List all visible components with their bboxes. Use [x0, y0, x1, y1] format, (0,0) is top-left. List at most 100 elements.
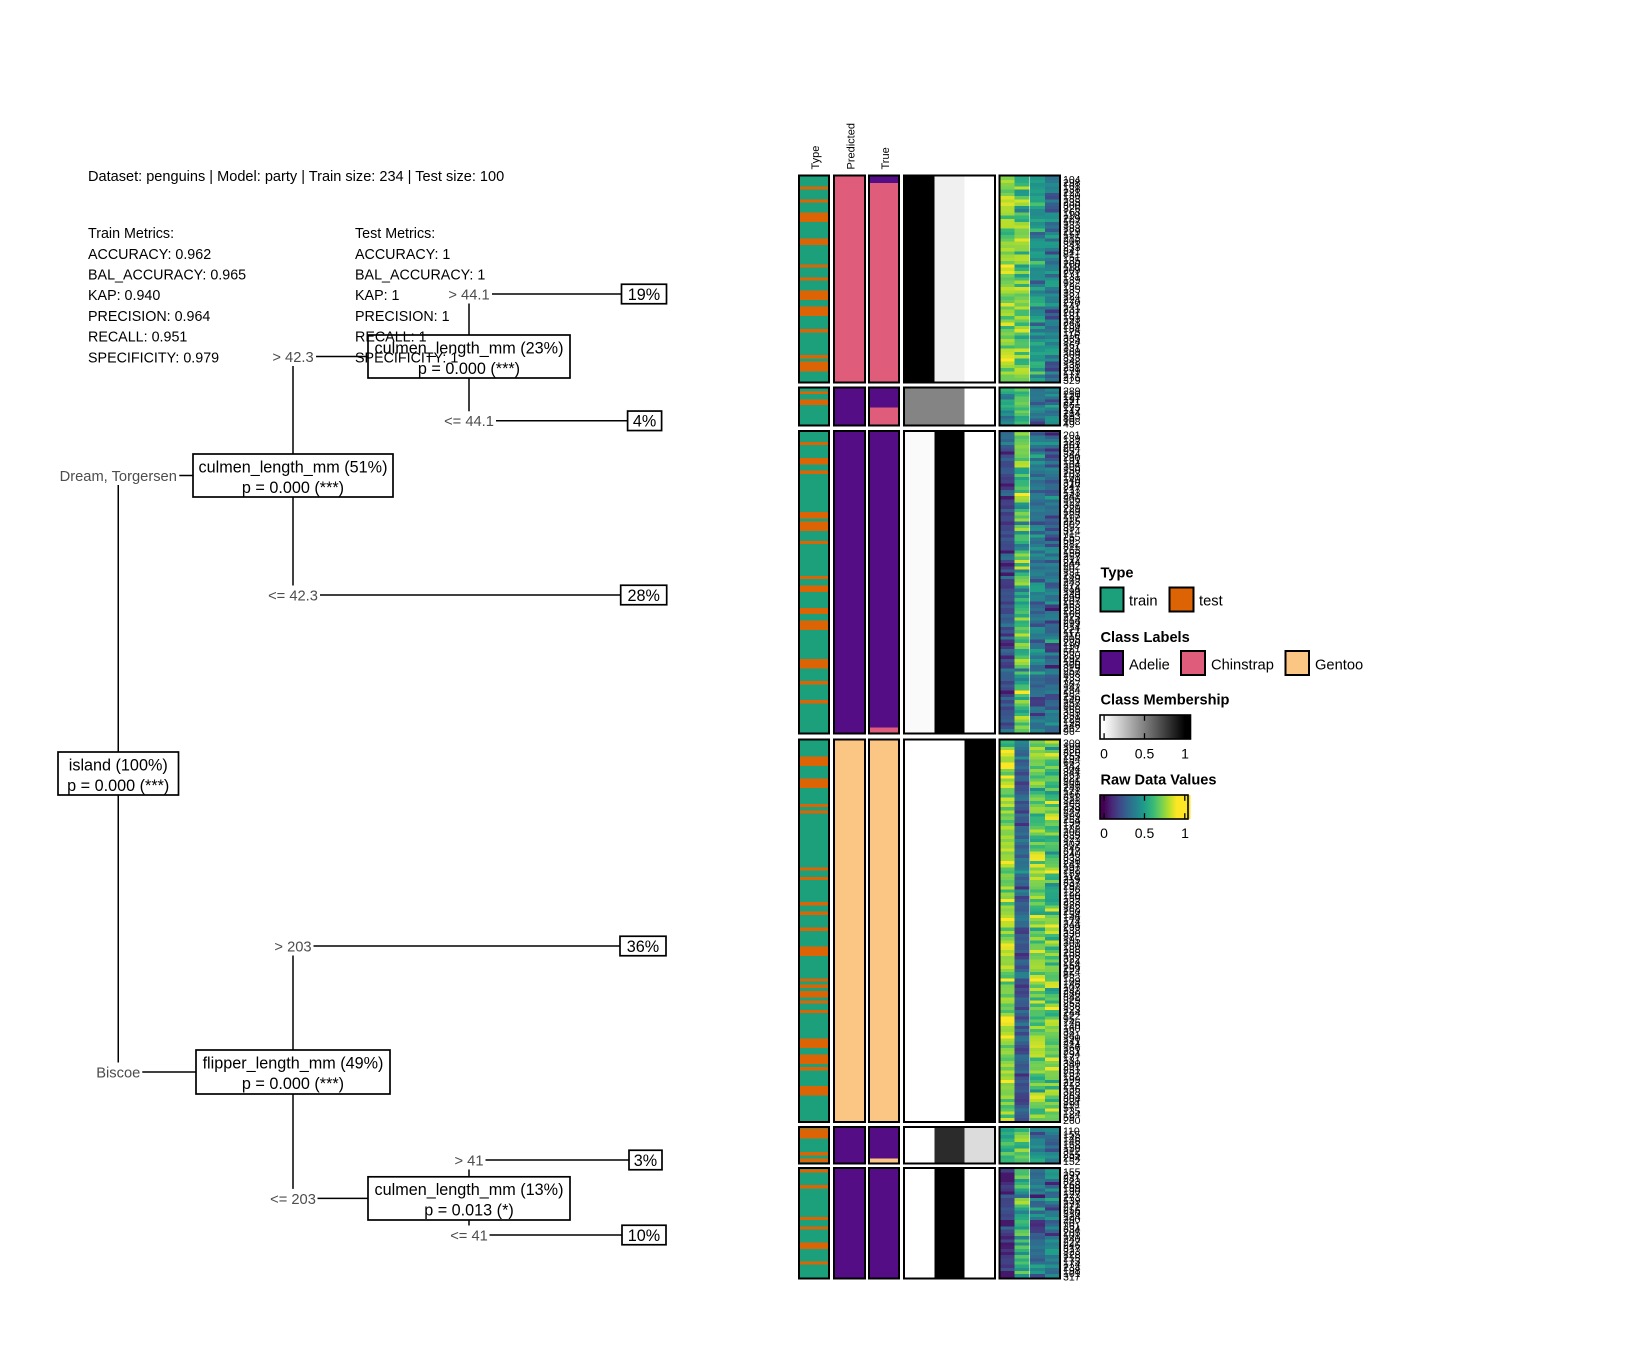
- svg-text:culmen_length_mm (51%): culmen_length_mm (51%): [199, 458, 388, 476]
- svg-text:342: 342: [1063, 356, 1081, 368]
- svg-text:80: 80: [1063, 413, 1075, 425]
- svg-text:304: 304: [1063, 763, 1081, 775]
- svg-text:139: 139: [1063, 433, 1081, 445]
- svg-text:212: 212: [1063, 1080, 1081, 1092]
- svg-text:124: 124: [1063, 1109, 1081, 1121]
- svg-text:270: 270: [1063, 297, 1081, 309]
- svg-text:244: 244: [1063, 557, 1081, 569]
- svg-text:233: 233: [1063, 509, 1081, 521]
- svg-text:1: 1: [1181, 745, 1189, 761]
- svg-text:341: 341: [1063, 1029, 1081, 1041]
- svg-text:81: 81: [1063, 249, 1075, 261]
- svg-text:329: 329: [1063, 375, 1081, 387]
- svg-text:114: 114: [1063, 871, 1080, 883]
- svg-text:294: 294: [1063, 1048, 1081, 1060]
- svg-text:131: 131: [1063, 271, 1081, 283]
- svg-text:263: 263: [1063, 544, 1081, 556]
- svg-text:test: test: [1199, 594, 1223, 610]
- svg-text:train: train: [1129, 594, 1158, 610]
- svg-text:133: 133: [1063, 487, 1081, 499]
- svg-text:246: 246: [1063, 1240, 1081, 1252]
- svg-text:262: 262: [1063, 723, 1081, 735]
- svg-text:104: 104: [1063, 458, 1081, 470]
- svg-text:183: 183: [1063, 193, 1081, 205]
- svg-text:335: 335: [1063, 707, 1081, 719]
- svg-text:159: 159: [1063, 817, 1081, 829]
- svg-text:49: 49: [1063, 419, 1075, 431]
- svg-text:333: 333: [1063, 219, 1081, 231]
- svg-text:163: 163: [1063, 599, 1081, 611]
- svg-text:194: 194: [1063, 754, 1081, 766]
- svg-text:260: 260: [1063, 1115, 1081, 1127]
- svg-text:197: 197: [1063, 394, 1081, 406]
- svg-text:<= 203: <= 203: [270, 1192, 316, 1208]
- svg-text:341: 341: [1063, 239, 1081, 251]
- svg-text:p = 0.013 (*): p = 0.013 (*): [424, 1202, 514, 1220]
- svg-text:59: 59: [1063, 535, 1075, 547]
- svg-text:255: 255: [1063, 750, 1081, 762]
- svg-text:233: 233: [1063, 242, 1081, 254]
- svg-text:300: 300: [1063, 659, 1081, 671]
- svg-text:110: 110: [1063, 640, 1080, 652]
- svg-text:306: 306: [1063, 236, 1081, 248]
- svg-text:309: 309: [1063, 349, 1081, 361]
- svg-text:250: 250: [1063, 906, 1081, 918]
- svg-text:<= 44.1: <= 44.1: [444, 414, 494, 430]
- svg-text:314: 314: [1063, 583, 1081, 595]
- svg-text:Dataset: penguins | Model: par: Dataset: penguins | Model: party | Train…: [88, 169, 504, 185]
- svg-text:119: 119: [1063, 1099, 1080, 1111]
- svg-text:culmen_length_mm (13%): culmen_length_mm (13%): [375, 1181, 564, 1199]
- svg-text:311: 311: [1063, 792, 1080, 804]
- svg-text:240: 240: [1063, 589, 1081, 601]
- svg-text:198: 198: [1063, 884, 1081, 896]
- svg-text:92: 92: [1063, 278, 1075, 290]
- svg-text:107: 107: [1063, 216, 1081, 228]
- svg-text:154: 154: [1063, 909, 1081, 921]
- svg-text:241: 241: [1063, 490, 1081, 502]
- svg-text:208: 208: [1063, 826, 1081, 838]
- svg-text:10%: 10%: [628, 1227, 660, 1245]
- svg-text:326: 326: [1063, 899, 1081, 911]
- svg-text:101: 101: [1063, 1230, 1081, 1242]
- svg-text:284: 284: [1063, 685, 1081, 697]
- svg-text:183: 183: [1063, 223, 1081, 235]
- svg-text:180: 180: [1063, 941, 1081, 953]
- svg-text:138: 138: [1063, 359, 1081, 371]
- svg-text:RECALL: 1: RECALL: 1: [355, 330, 427, 346]
- svg-text:155: 155: [1063, 1167, 1081, 1179]
- svg-text:173: 173: [1063, 836, 1081, 848]
- svg-text:282: 282: [1063, 538, 1081, 550]
- svg-text:140: 140: [1063, 694, 1081, 706]
- svg-text:308: 308: [1063, 701, 1081, 713]
- svg-text:147: 147: [1063, 405, 1081, 417]
- svg-text:327: 327: [1063, 807, 1081, 819]
- svg-text:199: 199: [1063, 586, 1081, 598]
- svg-text:292: 292: [1063, 880, 1081, 892]
- svg-text:139: 139: [1063, 1195, 1081, 1207]
- svg-text:223: 223: [1063, 1077, 1081, 1089]
- svg-text:135: 135: [1063, 255, 1081, 267]
- svg-text:244: 244: [1063, 918, 1081, 930]
- svg-text:236: 236: [1063, 855, 1081, 867]
- svg-text:189: 189: [1063, 506, 1081, 518]
- svg-text:214: 214: [1063, 615, 1081, 627]
- svg-text:308: 308: [1063, 669, 1081, 681]
- svg-text:240: 240: [1063, 849, 1081, 861]
- svg-text:175: 175: [1063, 402, 1081, 414]
- svg-text:323: 323: [1063, 1176, 1081, 1188]
- svg-text:235: 235: [1063, 197, 1081, 209]
- svg-text:324: 324: [1063, 336, 1081, 348]
- svg-text:124: 124: [1063, 1211, 1081, 1223]
- svg-text:117: 117: [1063, 513, 1080, 525]
- svg-text:326: 326: [1063, 203, 1081, 215]
- svg-text:Predicted: Predicted: [846, 123, 858, 169]
- svg-text:108: 108: [1063, 416, 1081, 428]
- svg-text:124: 124: [1063, 291, 1081, 303]
- svg-text:110: 110: [1063, 1126, 1080, 1138]
- svg-text:229: 229: [1063, 213, 1081, 225]
- svg-text:230: 230: [1063, 650, 1081, 662]
- svg-text:230: 230: [1063, 637, 1081, 649]
- svg-text:245: 245: [1063, 782, 1081, 794]
- svg-text:268: 268: [1063, 602, 1081, 614]
- svg-text:159: 159: [1063, 868, 1081, 880]
